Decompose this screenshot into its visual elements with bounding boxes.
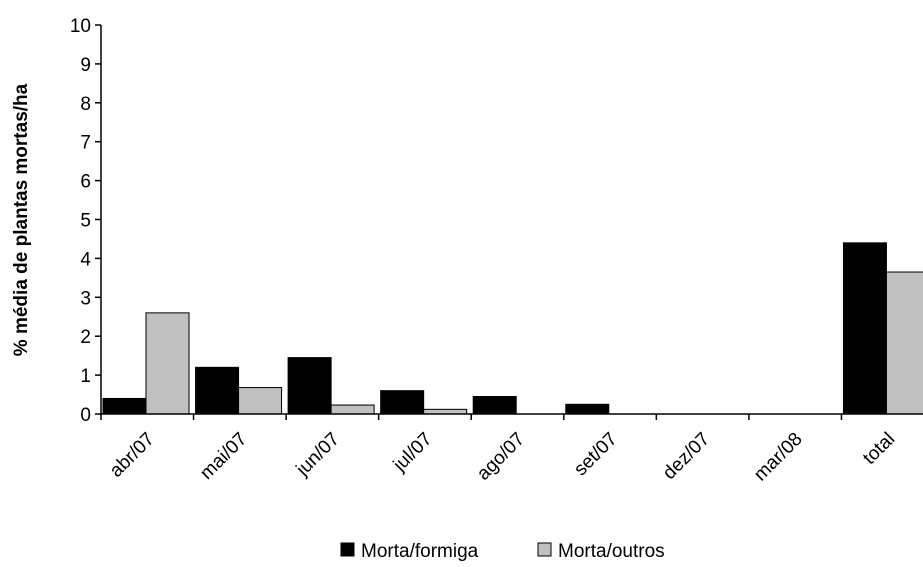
x-tick-label: abr/07 [106, 429, 159, 482]
x-tick-label: ago/07 [473, 429, 529, 485]
y-tick-label: 0 [80, 405, 91, 426]
x-tick-label: mai/07 [196, 429, 251, 484]
bar-morta-outros [885, 271, 923, 415]
bar-morta-outros [330, 404, 375, 415]
x-axis: abr/07 mai/07 jun/07 jul/07 ago/07 set/07 dez/… [100, 413, 923, 486]
x-tick-label: mar/08 [750, 429, 807, 486]
y-axis-title: % média de plantas mortas/ha [11, 83, 32, 356]
legend-label-morta-outros: Morta/outros [558, 541, 665, 562]
legend: Morta/formiga Morta/outros [340, 541, 665, 562]
legend-swatch-morta-formiga [340, 542, 355, 557]
y-tick-label: 5 [80, 211, 91, 232]
bar-morta-formiga [102, 397, 147, 415]
y-tick-label: 3 [80, 288, 91, 309]
x-tick-label: dez/07 [659, 429, 714, 484]
y-tick-label: 8 [80, 94, 91, 115]
y-tick-label: 7 [80, 133, 91, 154]
y-tick-label: 6 [80, 172, 91, 193]
x-tick-label: jul/07 [389, 429, 437, 477]
bar-morta-outros [145, 312, 190, 415]
bar-morta-formiga [287, 357, 332, 415]
y-tick-label: 4 [80, 249, 91, 270]
y-axis: 0 1 2 3 4 5 6 7 8 9 10 [70, 16, 102, 426]
legend-swatch-morta-outros [537, 542, 552, 557]
y-tick-label: 1 [80, 366, 91, 387]
legend-label-morta-formiga: Morta/formiga [361, 541, 479, 562]
bar-morta-outros [238, 387, 283, 415]
x-tick-label: set/07 [570, 429, 621, 480]
x-tick-label: total [859, 429, 899, 469]
x-tick-label: jun/07 [292, 429, 344, 481]
bar-morta-formiga [380, 390, 425, 415]
bars-group [102, 242, 923, 415]
bar-morta-formiga [195, 366, 240, 415]
bar-morta-formiga [842, 242, 887, 415]
bar-morta-formiga [472, 395, 517, 415]
y-tick-label: 2 [80, 327, 91, 348]
bar-morta-formiga [565, 403, 610, 415]
y-tick-label: 9 [80, 55, 91, 76]
y-tick-label: 10 [70, 16, 91, 37]
